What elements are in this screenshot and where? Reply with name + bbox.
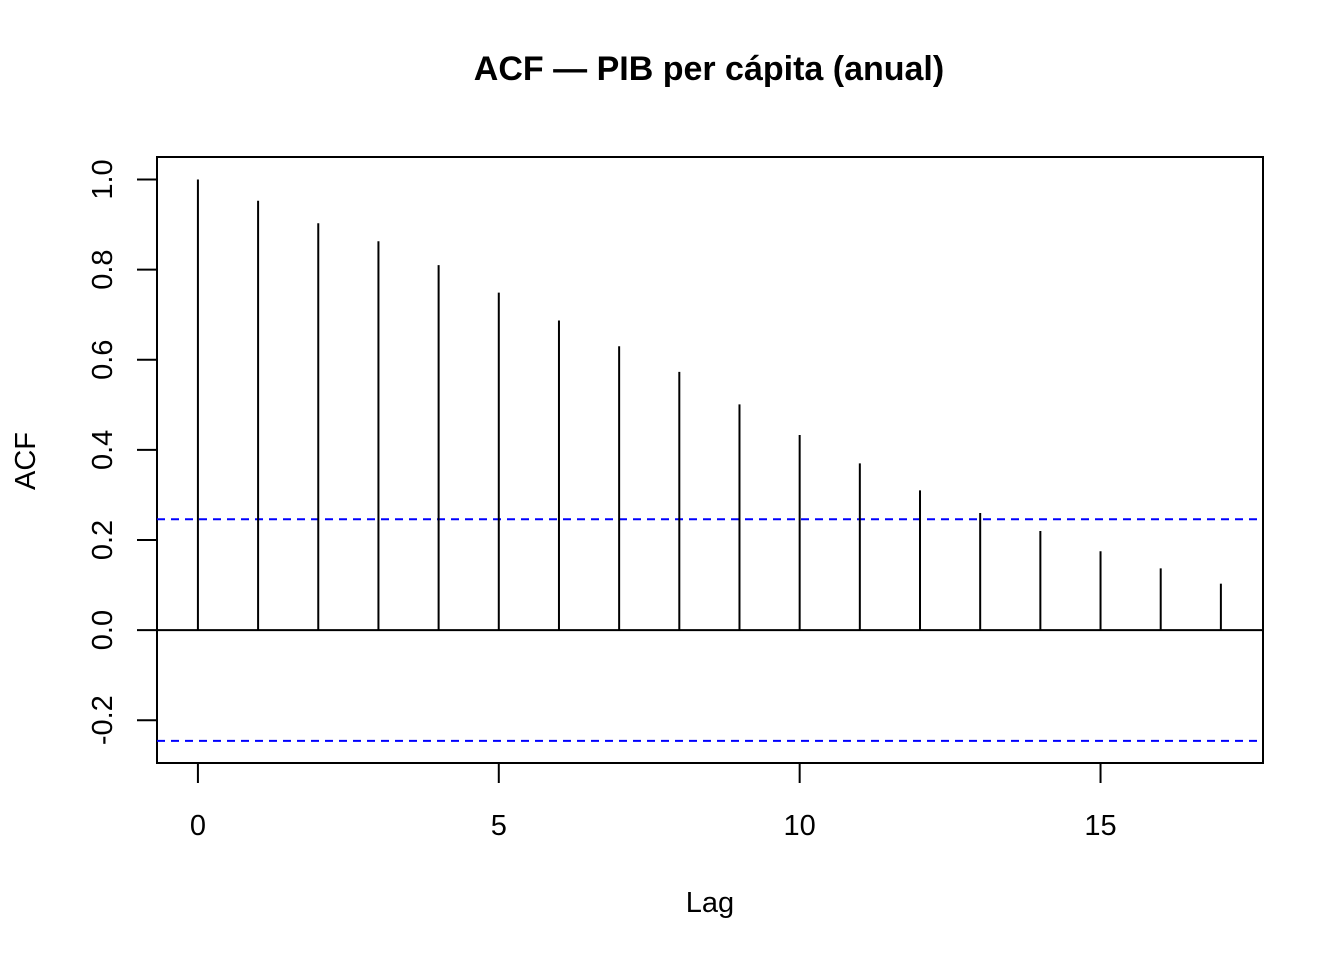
y-tick-label: -0.2 bbox=[87, 695, 119, 745]
confidence-bounds bbox=[157, 518, 1263, 742]
x-tick-label: 0 bbox=[190, 810, 206, 842]
y-tick-label: 0.4 bbox=[87, 430, 119, 470]
x-axis: 0 5 10 15 bbox=[190, 763, 1117, 842]
chart-title: ACF — PIB per cápita (anual) bbox=[474, 50, 944, 88]
x-tick-label: 10 bbox=[784, 810, 816, 842]
x-tick-label: 15 bbox=[1084, 810, 1116, 842]
y-tick-label: 0.2 bbox=[87, 520, 119, 560]
y-tick-label: 1.0 bbox=[87, 159, 119, 199]
x-axis-label: Lag bbox=[686, 887, 734, 919]
y-tick-label: 0.8 bbox=[87, 249, 119, 289]
plot-frame bbox=[156, 156, 1264, 764]
acf-bars bbox=[196, 179, 1222, 631]
x-tick-label: 5 bbox=[491, 810, 507, 842]
y-axis: -0.2 0.0 0.2 0.4 0.6 0.8 1.0 bbox=[87, 159, 157, 745]
y-axis-label: ACF bbox=[10, 432, 42, 490]
y-tick-label: 0.0 bbox=[87, 610, 119, 650]
y-tick-label: 0.6 bbox=[87, 340, 119, 380]
